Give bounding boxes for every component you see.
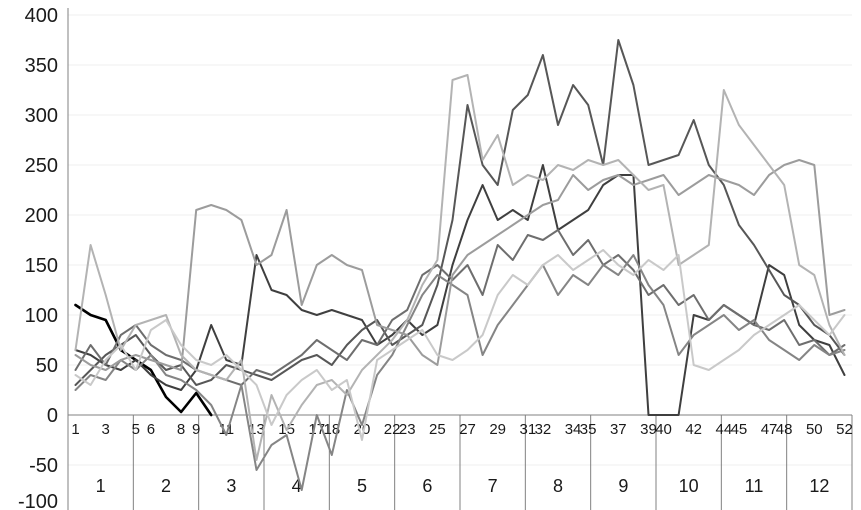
month-label: 3 — [226, 476, 236, 496]
month-label: 8 — [553, 476, 563, 496]
week-label: 27 — [459, 421, 476, 438]
y-tick-label: 50 — [36, 355, 58, 377]
week-label: 5 — [132, 421, 140, 438]
y-tick-label: 250 — [25, 155, 58, 177]
week-label: 44 — [716, 421, 733, 438]
month-label: 9 — [618, 476, 628, 496]
week-label: 47 — [761, 421, 778, 438]
y-tick-label: 350 — [25, 55, 58, 77]
y-tick-label: 400 — [25, 5, 58, 27]
y-tick-label: -100 — [18, 491, 58, 510]
series-light-gray — [74, 74, 846, 461]
series-black-partial-year — [74, 303, 213, 417]
week-label: 6 — [147, 421, 155, 438]
week-label: 9 — [192, 421, 200, 438]
week-label: 35 — [580, 421, 597, 438]
month-label: 11 — [745, 476, 764, 496]
week-label: 34 — [565, 421, 582, 438]
week-label: 29 — [489, 421, 506, 438]
y-tick-label: -50 — [29, 455, 58, 477]
week-label: 50 — [806, 421, 823, 438]
series-lightest-gray — [74, 249, 846, 441]
week-label: 25 — [429, 421, 446, 438]
y-tick-label: 200 — [25, 205, 58, 227]
week-label: 8 — [177, 421, 185, 438]
month-label: 5 — [357, 476, 367, 496]
series-medium-dark — [74, 229, 846, 386]
week-label: 22 — [384, 421, 401, 438]
month-label: 2 — [161, 476, 171, 496]
week-label: 42 — [685, 421, 702, 438]
week-label: 45 — [731, 421, 748, 438]
y-tick-label: 0 — [47, 405, 58, 427]
week-label: 32 — [535, 421, 552, 438]
month-label: 1 — [96, 476, 106, 496]
month-label: 4 — [292, 476, 302, 496]
week-label: 40 — [655, 421, 672, 438]
week-label: 3 — [102, 421, 110, 438]
week-label: 31 — [520, 421, 537, 438]
week-label: 37 — [610, 421, 627, 438]
week-label: 48 — [776, 421, 793, 438]
month-label: 12 — [809, 476, 829, 496]
y-tick-label: 100 — [25, 305, 58, 327]
y-tick-label: 300 — [25, 105, 58, 127]
month-label: 7 — [488, 476, 498, 496]
series-charcoal — [74, 39, 846, 386]
series-medium — [74, 254, 846, 491]
y-tick-label: 150 — [25, 255, 58, 277]
month-label: 10 — [679, 476, 699, 496]
week-label: 23 — [399, 421, 416, 438]
month-label: 6 — [422, 476, 432, 496]
week-label: 39 — [640, 421, 657, 438]
week-label: 52 — [836, 421, 853, 438]
week-label: 1 — [71, 421, 79, 438]
